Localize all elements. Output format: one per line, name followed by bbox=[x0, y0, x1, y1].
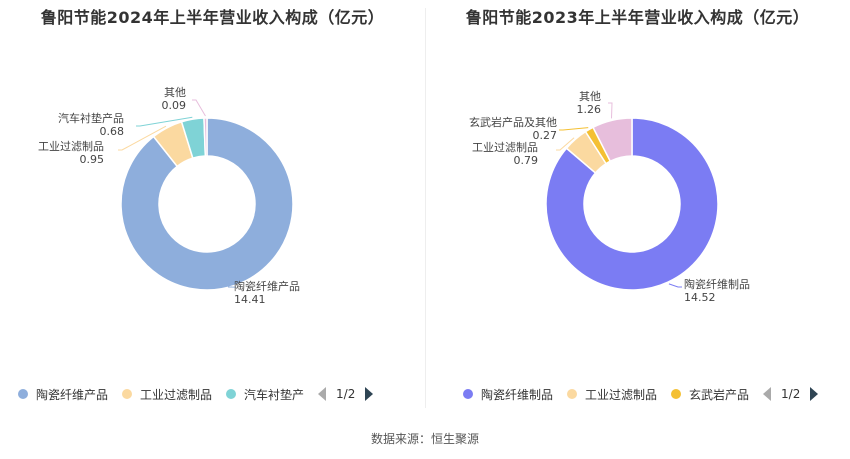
legend-next-icon[interactable] bbox=[365, 387, 374, 401]
slice-value-label: 1.26 bbox=[577, 103, 602, 116]
slice-value-label: 14.41 bbox=[234, 293, 266, 306]
slice-value-label: 0.79 bbox=[514, 154, 539, 167]
chart-panel-2024: 鲁阳节能2024年上半年营业收入构成（亿元） 陶瓷纤维产品 14.41 工业过滤制品… bbox=[0, 0, 425, 420]
legend-label: 工业过滤制品 bbox=[585, 387, 658, 402]
slice-label: 汽车衬垫产品 bbox=[58, 111, 124, 125]
chart-panel-2023: 鲁阳节能2023年上半年营业收入构成（亿元） 陶瓷纤维制品 14.52 工业过滤制品… bbox=[425, 0, 850, 420]
donut-slice[interactable] bbox=[203, 117, 208, 157]
slice-label: 其他 bbox=[579, 90, 601, 103]
legend-item[interactable]: 工业过滤制品 bbox=[122, 386, 212, 403]
donut-slice[interactable] bbox=[120, 117, 294, 291]
label-leader-line bbox=[668, 283, 682, 288]
label-leader-line bbox=[136, 116, 193, 127]
legend-label: 陶瓷纤维制品 bbox=[481, 387, 554, 402]
slice-value-label: 14.52 bbox=[684, 291, 716, 304]
slice-label: 陶瓷纤维产品 bbox=[234, 279, 300, 293]
legend-label: 玄武岩产品 bbox=[689, 387, 750, 402]
chart-title: 鲁阳节能2024年上半年营业收入构成（亿元） bbox=[40, 8, 385, 27]
legend: 陶瓷纤维制品 工业过滤制品 玄武岩产品 1/2 bbox=[463, 384, 819, 404]
legend-prev-icon[interactable] bbox=[763, 387, 772, 401]
slice-label: 工业过滤制品 bbox=[472, 141, 538, 154]
slice-value-label: 0.27 bbox=[533, 129, 558, 142]
label-leader-line bbox=[118, 125, 167, 151]
donut-slice[interactable] bbox=[545, 117, 719, 291]
slice-value-label: 0.68 bbox=[100, 125, 125, 138]
legend-page-indicator: 1/2 bbox=[336, 387, 356, 401]
data-source-note: 数据来源：恒生聚源 bbox=[370, 432, 479, 446]
slice-label: 其他 bbox=[164, 86, 186, 99]
label-leader-line bbox=[192, 99, 206, 117]
chart-title: 鲁阳节能2023年上半年营业收入构成（亿元） bbox=[465, 8, 810, 27]
legend-marker bbox=[567, 389, 578, 399]
legend-pager: 1/2 bbox=[318, 387, 374, 401]
slice-label: 工业过滤制品 bbox=[38, 140, 104, 153]
legend-item[interactable]: 陶瓷纤维产品 bbox=[18, 386, 108, 403]
slice-value-label: 0.09 bbox=[162, 99, 187, 112]
legend: 陶瓷纤维产品 工业过滤制品 汽车衬垫产 1/2 bbox=[18, 384, 374, 404]
label-leader-line bbox=[556, 137, 575, 151]
legend-page-indicator: 1/2 bbox=[781, 387, 801, 401]
slice-value-label: 0.95 bbox=[80, 153, 105, 166]
panel-divider bbox=[425, 8, 426, 408]
legend-marker bbox=[463, 389, 473, 399]
legend-marker bbox=[122, 389, 133, 399]
slice-label: 陶瓷纤维制品 bbox=[684, 277, 750, 291]
legend-label: 陶瓷纤维产品 bbox=[36, 387, 109, 402]
legend-label: 汽车衬垫产 bbox=[244, 387, 305, 402]
donut-slice[interactable] bbox=[592, 117, 633, 163]
legend-item[interactable]: 玄武岩产品 bbox=[671, 386, 749, 403]
legend-prev-icon[interactable] bbox=[318, 387, 327, 401]
legend-marker bbox=[226, 389, 237, 399]
legend-pager: 1/2 bbox=[763, 387, 819, 401]
legend-item[interactable]: 陶瓷纤维制品 bbox=[463, 386, 553, 403]
slice-label: 玄武岩产品及其他 bbox=[469, 115, 557, 129]
label-leader-line bbox=[559, 127, 589, 131]
legend-item[interactable]: 工业过滤制品 bbox=[567, 386, 657, 403]
legend-marker bbox=[671, 389, 682, 399]
label-leader-line bbox=[608, 102, 613, 119]
legend-label: 工业过滤制品 bbox=[140, 387, 213, 402]
legend-item[interactable]: 汽车衬垫产 bbox=[226, 386, 304, 403]
legend-next-icon[interactable] bbox=[810, 387, 819, 401]
legend-marker bbox=[18, 389, 28, 399]
